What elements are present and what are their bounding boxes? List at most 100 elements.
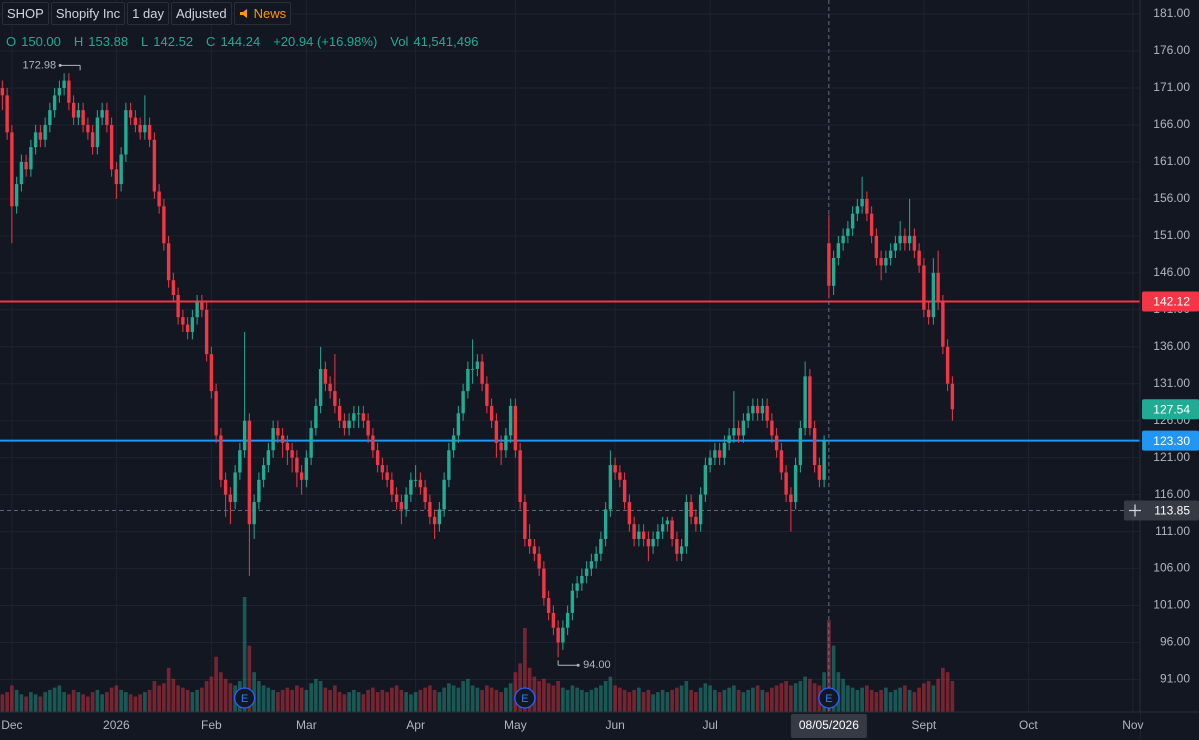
candle-body (760, 405, 765, 414)
candle-body (95, 117, 100, 148)
company-name[interactable]: Shopify Inc (50, 2, 126, 25)
candle-body (442, 479, 446, 510)
volume-bar (0, 694, 5, 712)
volume-bar (152, 681, 157, 712)
candle-body (508, 405, 513, 436)
volume-bar (888, 692, 893, 712)
x-tick-label: Sept (912, 718, 937, 732)
volume-bar (485, 685, 489, 712)
interval[interactable]: 1 day (127, 2, 169, 25)
y-tick-label: 166.00 (1153, 117, 1190, 131)
volume-bar (470, 685, 475, 712)
earnings-badge (233, 687, 256, 709)
candle-body (827, 243, 831, 286)
candle-body (10, 132, 14, 207)
volume-bar (128, 694, 133, 712)
volume-bar (561, 687, 565, 712)
candle-body (917, 250, 921, 266)
legend-value: 142.52 (153, 34, 194, 49)
candle-body (418, 479, 423, 488)
candle-body (527, 538, 532, 547)
volume-bar (133, 696, 138, 712)
volume-bar (898, 687, 902, 712)
candle-body (247, 420, 252, 525)
candle-body (950, 383, 955, 410)
volume-bar (784, 681, 788, 712)
candle-body (152, 139, 157, 192)
candle-body (470, 368, 475, 370)
candle-body (366, 420, 370, 436)
volume-bar (409, 694, 413, 712)
volume-bar (684, 681, 689, 712)
y-tick-label: 161.00 (1153, 154, 1190, 168)
candle-body (542, 568, 546, 599)
volume-bar (760, 689, 765, 712)
candle-body (627, 502, 632, 525)
volume-bar (200, 687, 204, 712)
candle-body (751, 405, 755, 414)
candle-body (162, 206, 166, 244)
legend-key: C (206, 34, 216, 49)
volume-bar (893, 689, 898, 712)
volume-bar (793, 683, 798, 712)
volume-bar (314, 678, 318, 712)
candle-body (931, 272, 936, 318)
volume-bar (166, 667, 171, 712)
volume-bar (494, 689, 499, 712)
candle-body (675, 538, 679, 554)
candle-body (703, 465, 708, 495)
candle-body (494, 420, 499, 443)
volume-bar (119, 689, 123, 712)
candle-body (124, 110, 128, 155)
volume-bar (622, 689, 627, 712)
news-button[interactable]: News (233, 2, 292, 25)
candle-body (43, 124, 47, 140)
volume-bar (575, 687, 579, 712)
volume-bar (185, 689, 190, 712)
low-marker-label: 94.00 (583, 659, 611, 671)
volume-bar (945, 672, 950, 712)
volume-bar (428, 685, 432, 712)
candle-body (90, 132, 95, 148)
add-alert-button[interactable] (1124, 500, 1146, 521)
adjustment[interactable]: Adjusted (170, 2, 232, 25)
volume-bar (10, 685, 14, 712)
candle-body (295, 457, 299, 473)
volume-bar (884, 687, 888, 712)
candle-body (285, 442, 290, 451)
volume-bar (618, 687, 622, 712)
volume-bar (836, 672, 841, 712)
volume-bar (903, 685, 907, 712)
volume-bar (694, 692, 698, 712)
volume-bar (138, 694, 142, 712)
volume-bar (219, 672, 223, 712)
candle-body (166, 243, 171, 281)
volume-bar (181, 687, 185, 712)
y-tick-label: 91.00 (1160, 672, 1190, 686)
last-price-label: 127.54 (1153, 402, 1190, 416)
candle-body (437, 509, 442, 525)
candle-body (907, 235, 912, 244)
candle-body (912, 235, 917, 251)
candle-body (114, 169, 119, 185)
volume-bar (299, 687, 304, 712)
volume-bar (143, 692, 147, 712)
legend-key: O (6, 34, 17, 49)
x-tick-label: Nov (1122, 718, 1143, 732)
candle-body (779, 450, 784, 473)
x-tick-label: Dec (1, 718, 22, 732)
candle-body (608, 465, 613, 510)
candle-body (171, 280, 176, 296)
price-line-box (1142, 430, 1199, 451)
volume-bar (789, 685, 793, 712)
volume-bar (489, 687, 494, 712)
volume-bar (865, 685, 869, 712)
candle-body (204, 309, 209, 355)
volume-bar (608, 676, 613, 712)
candle-body (233, 472, 237, 503)
volume-bar (38, 696, 43, 712)
symbol[interactable]: SHOP (2, 2, 49, 25)
volume-bar (950, 681, 955, 712)
candle-body (52, 95, 57, 111)
volume-bar (860, 687, 864, 712)
